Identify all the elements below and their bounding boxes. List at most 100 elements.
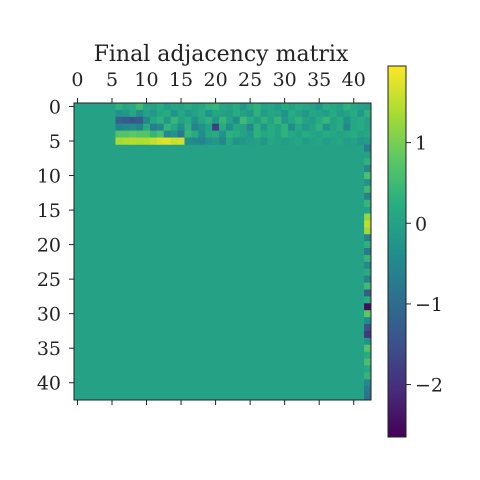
heatmap-cell: [178, 131, 185, 138]
heatmap-cell: [115, 131, 122, 138]
x-tick-label: 30: [273, 69, 297, 91]
heatmap-cell: [164, 110, 171, 117]
heatmap-cell: [357, 124, 364, 131]
heatmap-cell: [281, 103, 288, 110]
heatmap-cell: [267, 131, 274, 138]
heatmap-cell: [364, 317, 371, 324]
heatmap-cell: [136, 124, 143, 131]
heatmap-cell: [171, 110, 178, 117]
heatmap-cell: [115, 117, 122, 124]
x-tick-label: 5: [106, 69, 118, 91]
heatmap-cell: [191, 131, 198, 138]
heatmap-cell: [198, 110, 205, 117]
heatmap-cell: [267, 138, 274, 145]
heatmap-cell: [122, 110, 129, 117]
heatmap-cell: [364, 338, 371, 345]
heatmap-cell: [364, 248, 371, 255]
y-tick-label: 15: [37, 200, 61, 222]
heatmap-cell: [364, 103, 371, 110]
heatmap-cell: [364, 234, 371, 241]
heatmap-cell: [136, 131, 143, 138]
heatmap-cell: [115, 138, 122, 145]
heatmap-cell: [323, 124, 330, 131]
heatmap-cell: [288, 124, 295, 131]
heatmap-cell: [164, 124, 171, 131]
heatmap-cell: [129, 110, 136, 117]
heatmap-cell: [364, 359, 371, 366]
heatmap-cell: [295, 103, 302, 110]
heatmap-cell: [309, 117, 316, 124]
heatmap-cell: [330, 131, 337, 138]
y-tick-label: 10: [37, 166, 61, 188]
heatmap-cell: [157, 117, 164, 124]
heatmap-cell: [171, 131, 178, 138]
heatmap-cell: [364, 289, 371, 296]
heatmap-cell: [323, 131, 330, 138]
y-tick-label: 25: [37, 269, 61, 291]
x-tick-label: 25: [238, 69, 262, 91]
heatmap-cell: [240, 138, 247, 145]
heatmap-cell: [364, 365, 371, 372]
heatmap-cell: [336, 110, 343, 117]
x-tick-label: 10: [134, 69, 158, 91]
heatmap-cell: [343, 124, 350, 131]
heatmap-cell: [357, 138, 364, 145]
heatmap-cell: [212, 124, 219, 131]
heatmap-cell: [364, 131, 371, 138]
y-tick-label: 35: [37, 338, 61, 360]
heatmap-cell: [260, 110, 267, 117]
heatmap-cell: [350, 110, 357, 117]
heatmap-cell: [323, 138, 330, 145]
heatmap-cell: [247, 117, 254, 124]
heatmap-cell: [364, 200, 371, 207]
heatmap-cell: [171, 124, 178, 131]
heatmap-cell: [364, 393, 371, 400]
heatmap-cell: [343, 117, 350, 124]
colorbar-tick-label: 1: [415, 133, 427, 155]
heatmap-cell: [143, 117, 150, 124]
heatmap-cell: [150, 131, 157, 138]
heatmap-cell: [219, 138, 226, 145]
heatmap-cell: [364, 303, 371, 310]
heatmap-cell: [136, 110, 143, 117]
heatmap-cell: [336, 124, 343, 131]
y-tick-label: 20: [37, 235, 61, 257]
heatmap-cell: [260, 131, 267, 138]
heatmap-cell: [212, 117, 219, 124]
heatmap-cell: [267, 103, 274, 110]
heatmap-cell: [247, 124, 254, 131]
x-tick-label: 0: [71, 69, 83, 91]
heatmap-cell: [157, 103, 164, 110]
heatmap-cell: [260, 117, 267, 124]
heatmap-cell: [302, 138, 309, 145]
heatmap-cell: [302, 103, 309, 110]
heatmap-cell: [364, 186, 371, 193]
heatmap-cell: [316, 103, 323, 110]
heatmap-cell: [260, 124, 267, 131]
heatmap-cell: [364, 158, 371, 165]
heatmap-cell: [164, 138, 171, 145]
heatmap-cell: [129, 131, 136, 138]
heatmap-cell: [198, 138, 205, 145]
heatmap-cell: [364, 352, 371, 359]
heatmap-cell: [254, 124, 261, 131]
y-tick-label: 5: [49, 131, 61, 153]
heatmap-cell: [164, 117, 171, 124]
heatmap-cell: [233, 138, 240, 145]
heatmap-cell: [357, 110, 364, 117]
heatmap-cell: [323, 110, 330, 117]
heatmap-cell: [350, 131, 357, 138]
heatmap-cell: [226, 124, 233, 131]
heatmap-cell: [136, 138, 143, 145]
heatmap-cell: [115, 124, 122, 131]
heatmap-cell: [247, 131, 254, 138]
heatmap-cell: [336, 117, 343, 124]
heatmap-cell: [364, 269, 371, 276]
heatmap-cell: [288, 117, 295, 124]
heatmap-cell: [129, 124, 136, 131]
heatmap-cell: [240, 103, 247, 110]
heatmap-cell: [219, 103, 226, 110]
heatmap-cell: [316, 117, 323, 124]
heatmap-cell: [157, 110, 164, 117]
